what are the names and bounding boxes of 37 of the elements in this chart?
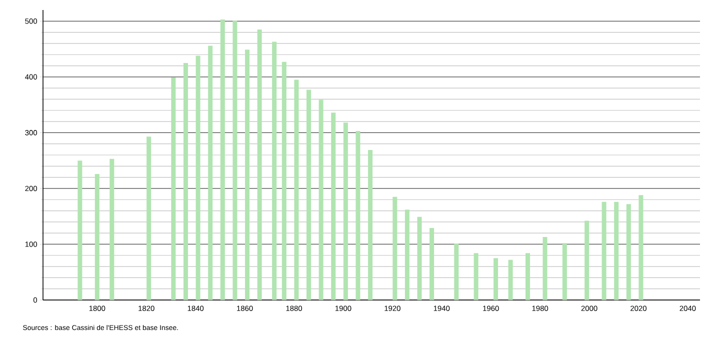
bar — [584, 220, 590, 300]
bar — [626, 204, 631, 300]
bar — [220, 19, 225, 300]
bar — [562, 243, 567, 300]
bar — [404, 210, 410, 300]
bar — [171, 77, 176, 300]
bar — [208, 46, 213, 300]
bar — [244, 50, 250, 300]
bar — [614, 202, 619, 300]
bar — [94, 174, 100, 300]
bar — [638, 195, 644, 300]
bar — [454, 244, 459, 300]
bar — [392, 196, 398, 300]
bar — [343, 122, 348, 300]
bar — [78, 160, 82, 300]
bar — [474, 253, 478, 300]
bar — [272, 42, 277, 300]
bar — [417, 216, 422, 300]
bar — [232, 20, 238, 300]
bar — [196, 56, 200, 300]
bar — [494, 258, 498, 300]
bar — [318, 100, 324, 300]
bar — [183, 62, 188, 300]
bar — [306, 90, 312, 300]
bar — [368, 150, 373, 300]
bar — [602, 202, 606, 300]
bar — [331, 112, 336, 300]
bar — [526, 253, 530, 300]
bar — [110, 158, 114, 300]
bar — [542, 236, 548, 300]
bar — [508, 260, 513, 300]
bar — [282, 62, 286, 300]
bar — [356, 131, 360, 300]
bar — [294, 80, 299, 300]
bar — [257, 30, 262, 300]
bar — [430, 228, 434, 300]
bar — [146, 136, 152, 300]
